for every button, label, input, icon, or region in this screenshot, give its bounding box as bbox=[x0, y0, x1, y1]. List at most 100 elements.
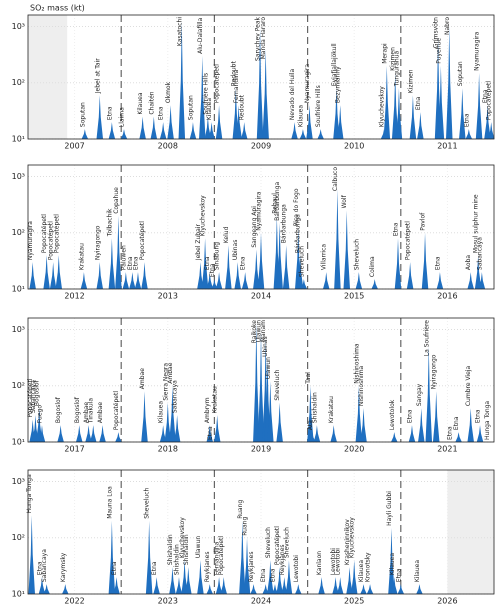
volcano-label: Pavlof bbox=[420, 212, 427, 231]
volcano-label: Fernandina bbox=[233, 69, 240, 103]
x-tick-label: 2007 bbox=[64, 142, 84, 151]
so2-spike bbox=[391, 432, 398, 442]
so2-spike bbox=[295, 584, 302, 594]
volcano-label: La Soufrière bbox=[423, 320, 430, 356]
volcano-label: Lewotobi bbox=[335, 548, 342, 575]
volcano-label: Klyuchevskoy bbox=[349, 517, 356, 558]
volcano-label: Bogoslof bbox=[55, 396, 62, 423]
plot-frame bbox=[27, 469, 495, 595]
volcano-label: Wolf bbox=[341, 194, 348, 208]
volcano-label: Bogoslof bbox=[74, 396, 81, 423]
so2-spike bbox=[206, 425, 214, 442]
volcano-label: Klyuchevskoy bbox=[200, 195, 207, 236]
x-tick-label: 2010 bbox=[344, 142, 364, 151]
so2-spike bbox=[425, 346, 433, 442]
volcano-label: Popocatépetl bbox=[139, 221, 146, 260]
so2-spike bbox=[417, 112, 424, 139]
volcano-label: Llaima bbox=[118, 107, 125, 127]
volcano-label: Lewotobi bbox=[330, 548, 337, 575]
so2-spike bbox=[239, 520, 246, 594]
volcano-label: Shishaldin bbox=[167, 534, 174, 565]
volcano-label: Tungurahua bbox=[393, 50, 400, 87]
x-tick-label: 2024 bbox=[251, 597, 271, 606]
volcano-label: Manda Hararo bbox=[260, 17, 267, 60]
so2-spike bbox=[308, 432, 316, 442]
so2-spike bbox=[336, 577, 344, 594]
so2-spike bbox=[159, 425, 167, 442]
so2-spike bbox=[394, 238, 402, 289]
x-tick-label: 2009 bbox=[251, 142, 271, 151]
volcano-label: Etna bbox=[151, 561, 158, 575]
volcano-label: Bárðarbunga bbox=[281, 204, 288, 243]
volcano-label: Sheveluch bbox=[144, 487, 151, 518]
so2-spike bbox=[145, 520, 153, 594]
volcano-label: Etna bbox=[406, 409, 413, 423]
volcano-label: Redoubt bbox=[239, 94, 246, 120]
volcano-label: Etna bbox=[106, 106, 113, 120]
x-tick-label: 2017 bbox=[64, 445, 84, 454]
volcano-label: Bárðarbunga bbox=[274, 182, 281, 221]
so2-spike bbox=[234, 262, 241, 289]
so2-spike bbox=[313, 425, 321, 442]
volcano-label: Ambrym bbox=[204, 397, 211, 423]
volcano-label: Ambae bbox=[83, 402, 90, 423]
volcano-label: Bárðarbunga bbox=[295, 214, 302, 253]
volcano-label: Fuego bbox=[36, 405, 43, 423]
volcano-label: Nyiragongo bbox=[94, 225, 101, 260]
volcano-label: Alu-Dalafilla bbox=[197, 17, 204, 53]
so2-spike bbox=[355, 385, 363, 442]
so2-spike bbox=[206, 584, 214, 594]
y-tick-label: 10¹ bbox=[12, 285, 25, 294]
x-tick-label: 2012 bbox=[64, 292, 84, 301]
so2-spike bbox=[150, 116, 158, 139]
so2-spike bbox=[215, 272, 223, 289]
volcano-label: Kilauea bbox=[206, 98, 213, 120]
volcano-label: Nishinoshima bbox=[358, 365, 365, 406]
so2-spike bbox=[241, 272, 249, 289]
so2-spike bbox=[96, 95, 104, 139]
volcano-label: Ruang bbox=[242, 517, 249, 536]
so2-spike bbox=[262, 48, 269, 139]
volcano-label: Hunga Tonga bbox=[484, 401, 491, 440]
so2-spike bbox=[334, 188, 341, 289]
so2-spike bbox=[257, 232, 265, 289]
so2-spike bbox=[360, 408, 367, 442]
volcano-label: Hayli Gubbi bbox=[386, 491, 393, 526]
volcano-label: Jebel at Tair bbox=[94, 58, 101, 94]
volcano-label: Nyiragongo bbox=[431, 354, 438, 389]
volcano-label: Krakatau bbox=[328, 396, 335, 423]
so2-spike bbox=[322, 272, 330, 289]
volcano-label: Raikoke bbox=[251, 320, 258, 344]
so2-spike bbox=[55, 255, 63, 289]
so2-spike bbox=[475, 72, 483, 139]
x-tick-label: 2023 bbox=[158, 597, 178, 606]
volcano-label: Okmok bbox=[165, 81, 172, 103]
volcano-label: Sangay bbox=[416, 383, 423, 406]
volcano-label: Popocatépetl bbox=[486, 81, 493, 120]
so2-spike bbox=[296, 255, 304, 289]
x-tick-label: 2016 bbox=[437, 292, 457, 301]
volcano-label: Kanlaon bbox=[316, 551, 323, 575]
volcano-label: Bezymianny bbox=[335, 66, 342, 103]
volcano-label: Sierra Negra bbox=[162, 363, 169, 401]
so2-spike bbox=[406, 262, 414, 289]
so2-spike bbox=[178, 22, 186, 139]
volcano-label: Kasatochi bbox=[176, 17, 183, 46]
so2-spike bbox=[262, 584, 269, 594]
volcano-label: Kilauea bbox=[158, 401, 165, 423]
so2-spike bbox=[281, 577, 288, 594]
y-tick-label: 10³ bbox=[12, 172, 25, 181]
volcano-label: Redoubt bbox=[230, 61, 237, 87]
volcano-label: Kilauea bbox=[358, 560, 365, 582]
so2-spike bbox=[418, 408, 425, 442]
so2-spike bbox=[371, 279, 378, 289]
volcano-label: Popocatépetl bbox=[214, 64, 221, 103]
so2-spike bbox=[455, 432, 462, 442]
so2-spike bbox=[336, 105, 344, 139]
so2-spike bbox=[141, 391, 148, 442]
volcano-label: Etna bbox=[434, 256, 441, 270]
so2-spike bbox=[346, 567, 353, 594]
x-tick-label: 2014 bbox=[251, 292, 271, 301]
volcano-label: Jebel Zubair bbox=[195, 224, 202, 262]
so2-spike bbox=[167, 105, 174, 139]
